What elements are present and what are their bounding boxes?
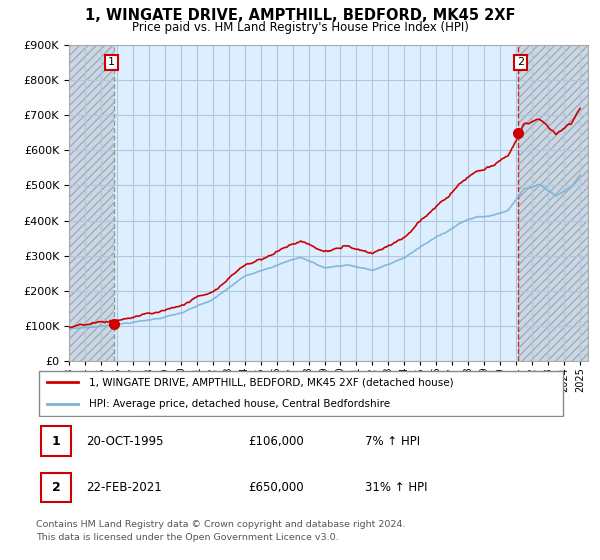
Text: Price paid vs. HM Land Registry's House Price Index (HPI): Price paid vs. HM Land Registry's House … [131, 21, 469, 34]
Text: 1: 1 [108, 57, 115, 67]
FancyBboxPatch shape [41, 473, 71, 502]
Text: 1: 1 [52, 435, 60, 448]
Text: This data is licensed under the Open Government Licence v3.0.: This data is licensed under the Open Gov… [36, 533, 338, 542]
Text: 1, WINGATE DRIVE, AMPTHILL, BEDFORD, MK45 2XF (detached house): 1, WINGATE DRIVE, AMPTHILL, BEDFORD, MK4… [89, 377, 454, 388]
Text: £106,000: £106,000 [248, 435, 304, 448]
Text: 7% ↑ HPI: 7% ↑ HPI [365, 435, 421, 448]
Text: £650,000: £650,000 [248, 481, 304, 494]
Text: 1, WINGATE DRIVE, AMPTHILL, BEDFORD, MK45 2XF: 1, WINGATE DRIVE, AMPTHILL, BEDFORD, MK4… [85, 8, 515, 24]
Text: HPI: Average price, detached house, Central Bedfordshire: HPI: Average price, detached house, Cent… [89, 399, 390, 409]
Bar [69, 45, 114, 361]
Text: 2: 2 [517, 57, 524, 67]
Text: 20-OCT-1995: 20-OCT-1995 [86, 435, 164, 448]
Text: 2: 2 [52, 481, 60, 494]
FancyBboxPatch shape [38, 371, 563, 416]
Text: 31% ↑ HPI: 31% ↑ HPI [365, 481, 428, 494]
Text: Contains HM Land Registry data © Crown copyright and database right 2024.: Contains HM Land Registry data © Crown c… [36, 520, 406, 529]
Text: 22-FEB-2021: 22-FEB-2021 [86, 481, 162, 494]
FancyBboxPatch shape [41, 427, 71, 456]
Bar [518, 45, 588, 361]
